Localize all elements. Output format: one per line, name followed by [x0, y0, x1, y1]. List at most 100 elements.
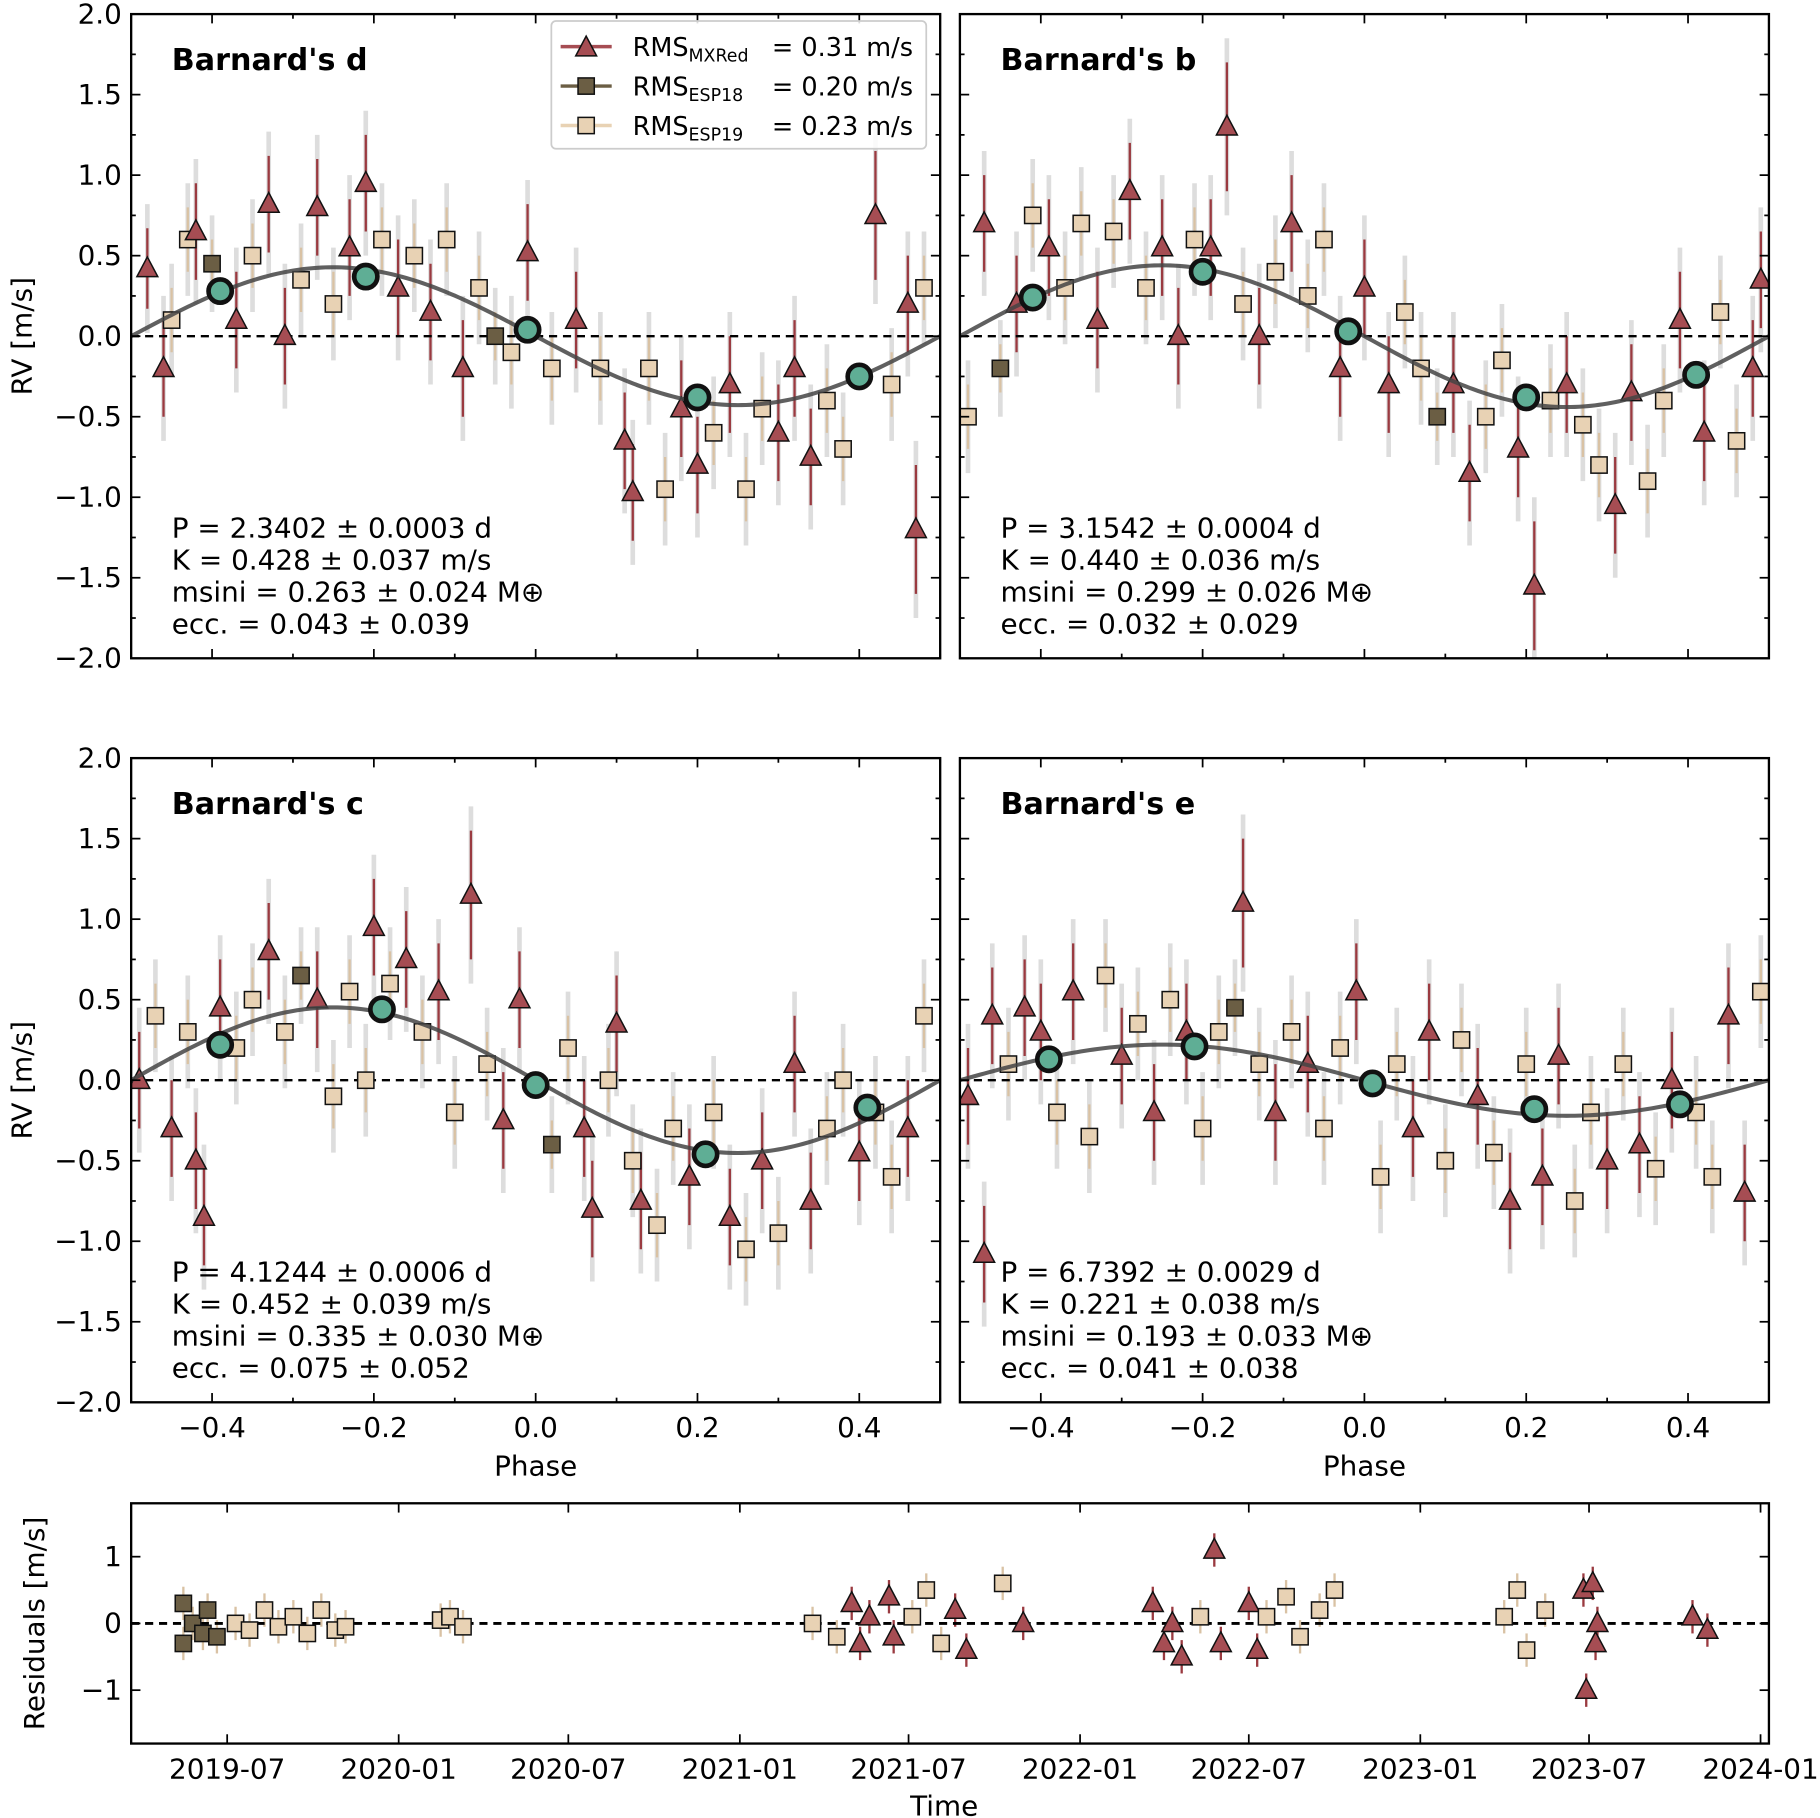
esp19-point [255, 1601, 274, 1619]
panel-title: Barnard's d [172, 43, 368, 78]
mxred-point [1583, 1630, 1608, 1653]
esp19-point [1023, 206, 1042, 225]
residuals-panel: 2019-07 2020-01 2020-07 2021-01 2021-07 2022-… [18, 1502, 1819, 1818]
binned-point [845, 362, 874, 391]
mxred-point [782, 1050, 807, 1073]
y-tick-label: 0.0 [78, 1063, 122, 1096]
esp19-point [1387, 1055, 1406, 1073]
esp19-point [577, 116, 596, 135]
mxred-point [1110, 1042, 1134, 1065]
mxred-point [1680, 1603, 1705, 1626]
esp19-point [454, 1617, 472, 1636]
y-tick-label: 1.0 [78, 902, 122, 935]
esp19-point [834, 1071, 852, 1090]
mxred-point [1522, 572, 1547, 595]
mxred-point [451, 355, 475, 378]
esp19-point [737, 480, 755, 499]
y-axis-label: Residuals [m/s] [18, 1517, 51, 1731]
mxred-point [904, 516, 928, 539]
mxred-point [1585, 1610, 1610, 1633]
x-axis-label: Time [909, 1790, 978, 1818]
mxred-point [718, 1203, 742, 1226]
esp19-point [1257, 1607, 1276, 1626]
esp18-point [1428, 407, 1447, 426]
legend-label: RMSESP18 [633, 72, 744, 106]
esp19-point [445, 1103, 464, 1122]
x-tick-label: 2023-07 [1531, 1752, 1647, 1785]
esp19-point [1310, 1601, 1329, 1619]
x-tick-label: 0.0 [514, 1411, 558, 1444]
panel-d: 2.0 1.5 1.0 0.5 0.0 −0.5 −1.0 −1.5 −2.0 RV [m/s] B… [5, 0, 942, 675]
binned-point [1018, 283, 1047, 312]
binned-point [513, 315, 542, 344]
esp19-point [1191, 1607, 1210, 1626]
mxred-point [418, 298, 443, 321]
esp19-point [1517, 1641, 1536, 1659]
mxred-point [1199, 234, 1223, 257]
mxred-point [943, 1596, 967, 1619]
mxred-point [612, 427, 637, 450]
esp19-point [146, 1006, 165, 1025]
mxred-point [980, 1002, 1004, 1025]
x-axis-label: Phase [494, 1449, 577, 1482]
esp19-point [1137, 278, 1155, 297]
mxred-point [208, 994, 232, 1017]
esp19-point [1493, 351, 1511, 370]
esp19-point [1638, 472, 1657, 491]
esp19-point [882, 375, 901, 394]
mxred-point [1247, 322, 1271, 346]
binned-point [521, 1071, 550, 1099]
mxred-point [1401, 1115, 1425, 1138]
esp19-point [882, 1167, 901, 1186]
mxred-point [1344, 978, 1369, 1001]
mxred-point [362, 913, 386, 937]
x-tick-label: −0.4 [1007, 1411, 1075, 1444]
mxred-point [184, 1147, 208, 1170]
esp19-point [1452, 1031, 1471, 1049]
param-text: K = 0.452 ± 0.039 m/s [172, 1288, 492, 1321]
mxred-point [1376, 371, 1401, 394]
legend-label: RMSMXRed [633, 33, 749, 67]
mxred-point [507, 986, 532, 1009]
esp19-point [324, 1087, 343, 1106]
mxred-point [426, 978, 451, 1001]
esp19-point [1703, 1167, 1722, 1186]
esp19-point [1573, 415, 1592, 434]
mxred-point [750, 1147, 774, 1170]
esp18-point [203, 254, 221, 273]
esp19-point [1436, 1151, 1455, 1170]
esp19-point [704, 423, 723, 442]
binned-point [206, 277, 235, 306]
mxred-point [848, 1630, 872, 1653]
esp18-point [198, 1601, 217, 1619]
param-text: msini = 0.335 ± 0.030 M⊕ [172, 1319, 544, 1352]
mxred-point [159, 1115, 184, 1138]
esp19-point [834, 440, 852, 458]
esp19-point [405, 246, 424, 265]
binned-point [206, 1030, 235, 1059]
esp19-point [336, 1617, 355, 1636]
mxred-point [491, 1107, 516, 1130]
mxred-point [305, 194, 329, 217]
mxred-point [1546, 1042, 1571, 1065]
panel-c: 2.0 1.5 1.0 0.5 0.0 −0.5 −1.0 −1.5 −2.0 −0.4 −0.2 0… [5, 741, 942, 1482]
y-tick-label: 0.0 [78, 319, 122, 352]
esp19-point [932, 1634, 951, 1653]
esp18-point [577, 77, 596, 95]
mxred-point [1668, 306, 1692, 329]
mxred-point [1627, 1131, 1652, 1154]
plot-area [131, 110, 941, 619]
binned-point [1682, 360, 1711, 389]
esp19-point [1711, 303, 1730, 321]
esp19-point [441, 1607, 459, 1626]
esp18-point [292, 966, 310, 985]
esp19-point [381, 974, 399, 993]
esp19-point [704, 1103, 723, 1122]
esp19-point [1129, 1014, 1147, 1033]
esp19-point [656, 480, 674, 499]
mxred-point [256, 938, 281, 961]
mxred-point [135, 255, 160, 278]
mxred-point [1085, 306, 1110, 329]
esp19-point [917, 1581, 936, 1599]
